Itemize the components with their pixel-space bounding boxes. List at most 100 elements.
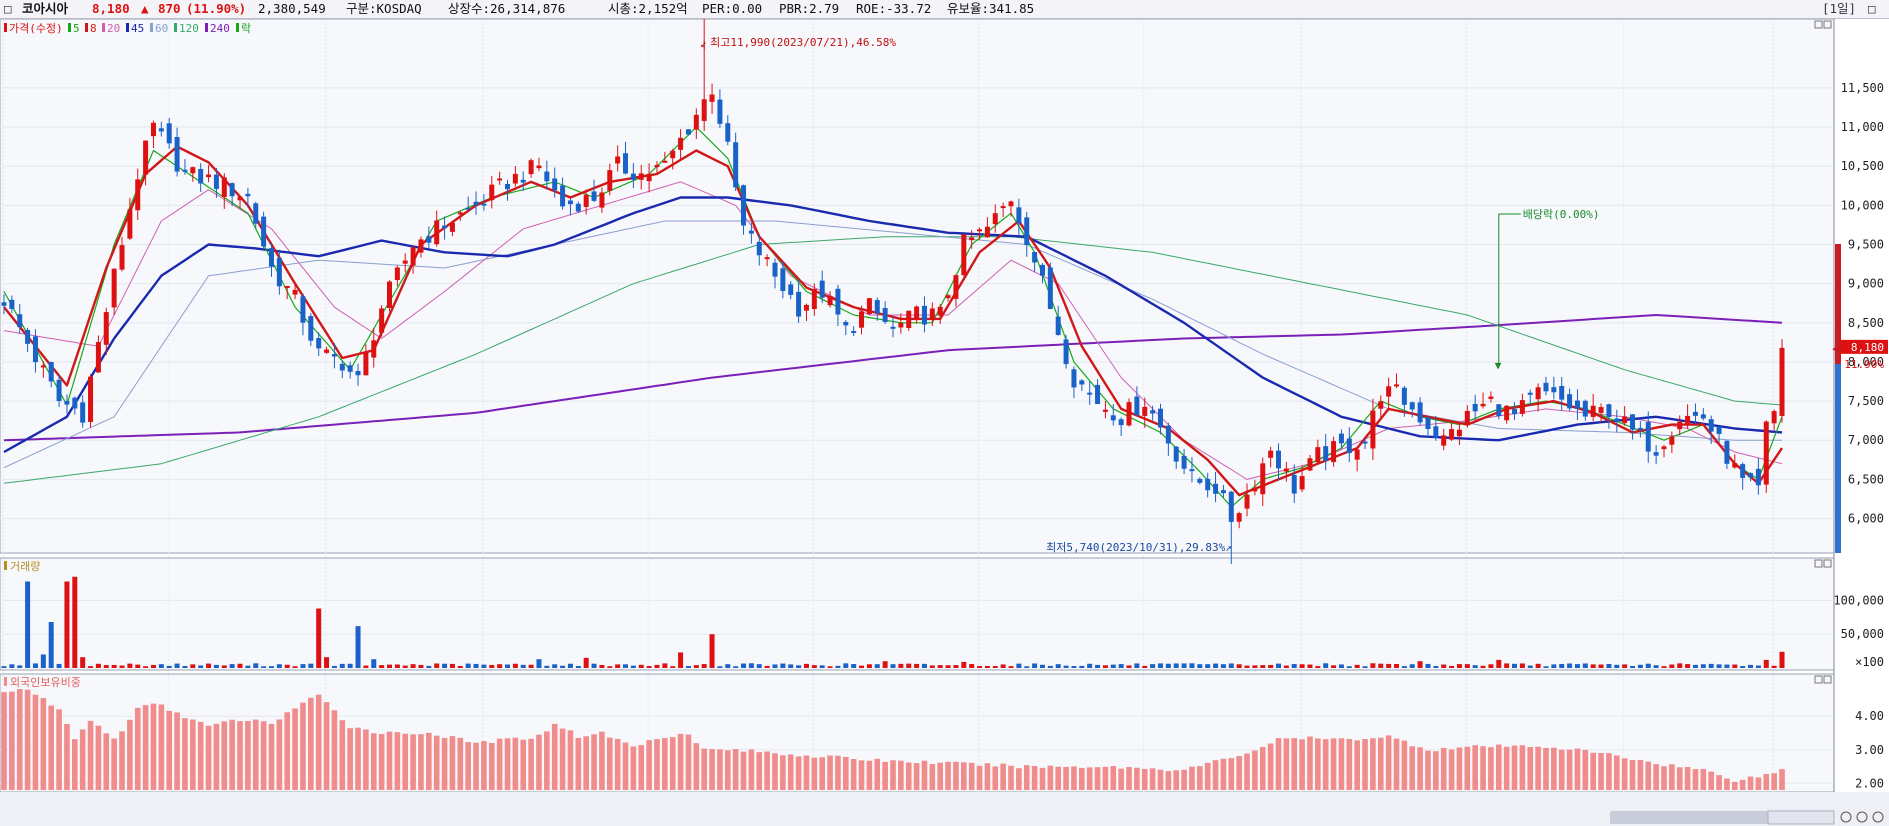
candle-body xyxy=(654,165,660,168)
candle-body xyxy=(261,216,267,247)
foreign-ratio-bar xyxy=(32,694,39,790)
foreign-ratio-bar xyxy=(1173,770,1180,790)
foreign-ratio-bar xyxy=(874,758,881,790)
candle-body xyxy=(748,230,754,234)
candle-body xyxy=(544,171,550,182)
volume-panel-close-icon[interactable] xyxy=(1823,559,1832,568)
candle-body xyxy=(418,239,424,253)
foreign-ratio-bar xyxy=(1102,766,1109,790)
foreign-ratio-bar xyxy=(378,734,385,790)
foreign-ratio-bar xyxy=(756,752,763,790)
candle-body xyxy=(347,365,353,372)
candle-body xyxy=(1283,468,1289,472)
price-tick-label: 8,000 xyxy=(1848,355,1884,369)
volume-bar xyxy=(630,665,636,668)
candle-body xyxy=(245,193,251,197)
volume-bar xyxy=(1102,665,1108,668)
foreign-ratio-bar xyxy=(1637,759,1644,790)
volume-bar xyxy=(662,663,668,668)
volume-bar xyxy=(575,666,581,668)
candle-body xyxy=(1362,441,1368,444)
candle-body xyxy=(1716,426,1722,434)
candle-body xyxy=(127,209,133,239)
candle-body xyxy=(827,296,833,306)
candle-body xyxy=(1441,435,1447,446)
candle-body xyxy=(1299,476,1305,490)
volume-bar xyxy=(1488,664,1494,668)
foreign-ratio-bar xyxy=(1503,746,1510,790)
foreign-ratio-bar xyxy=(544,731,550,790)
volume-bar xyxy=(64,581,70,668)
scrollbar-thumb[interactable] xyxy=(1610,811,1770,824)
candle-body xyxy=(583,194,589,207)
foreign-ratio-bar xyxy=(1684,767,1691,790)
candle-body xyxy=(1645,421,1651,452)
candle-body xyxy=(158,128,164,132)
foreign-ratio-bar xyxy=(1023,765,1030,790)
zoom-reset-icon[interactable] xyxy=(1872,811,1884,823)
foreign-ratio-bar xyxy=(190,719,196,790)
volume-bar xyxy=(1622,664,1628,668)
candle-body xyxy=(615,156,621,164)
zoom-slider[interactable] xyxy=(1767,810,1835,825)
volume-bar xyxy=(772,664,778,668)
foreign-panel-minimize-icon[interactable] xyxy=(1814,675,1823,684)
period-selector[interactable]: [1일] xyxy=(1822,1,1857,16)
volume-title: 거래량 xyxy=(10,560,40,573)
volume-bar xyxy=(1244,665,1250,668)
candle-body xyxy=(237,196,243,201)
volume-bar xyxy=(1370,663,1376,668)
volume-bar xyxy=(434,663,440,668)
foreign-ratio-bar xyxy=(16,689,23,790)
candle-body xyxy=(1071,369,1077,388)
candle-body xyxy=(638,173,644,180)
candle-body xyxy=(32,336,38,363)
candle-body xyxy=(1456,429,1462,437)
price-tick-label: 7,500 xyxy=(1848,394,1884,408)
foreign-ratio-bar xyxy=(961,762,967,790)
candle-body xyxy=(772,262,778,277)
collapse-box-icon[interactable]: □ xyxy=(4,1,12,16)
last-price-label: 8,180 xyxy=(1851,341,1884,354)
candle-body xyxy=(1567,394,1573,409)
price-panel-close-icon[interactable] xyxy=(1823,20,1832,29)
volume-panel-minimize-icon[interactable] xyxy=(1814,559,1823,568)
volume-bar xyxy=(1637,664,1643,668)
volume-bar xyxy=(143,666,149,668)
candle-body xyxy=(1598,407,1604,413)
zoom-in-icon[interactable] xyxy=(1856,811,1868,823)
zoom-out-icon[interactable] xyxy=(1840,811,1852,823)
window-box-icon[interactable]: □ xyxy=(1868,1,1876,16)
foreign-ratio-bar xyxy=(1606,753,1612,790)
candle-body xyxy=(457,212,463,215)
foreign-ratio-bar xyxy=(780,755,786,790)
volume-bar xyxy=(788,664,794,668)
foreign-ratio-bar xyxy=(1566,749,1573,790)
foreign-ratio-bar xyxy=(1629,759,1636,790)
candle-body xyxy=(339,363,345,371)
volume-bar xyxy=(174,663,180,668)
chart-annotations: ↙ 최고11,990(2023/07/21),46.58% 최저5,740(2023… xyxy=(700,36,1888,554)
foreign-ratio-bar xyxy=(709,749,715,790)
foreign-ratio-bar xyxy=(1448,749,1455,790)
foreign-ratio-bar xyxy=(245,720,251,790)
foreign-ratio-bar xyxy=(1094,767,1101,790)
candle-body xyxy=(1409,402,1415,410)
price-panel-minimize-icon[interactable] xyxy=(1814,20,1823,29)
candle-body xyxy=(119,245,125,270)
current-price: 8,180 xyxy=(92,1,130,16)
foreign-ratio-bar xyxy=(119,731,125,790)
foreign-ratio-bar xyxy=(937,762,944,790)
volume-bar xyxy=(347,663,353,668)
candle-body xyxy=(811,288,817,310)
volume-bar xyxy=(1653,665,1659,668)
foreign-ratio-bar xyxy=(166,710,173,790)
candle-body xyxy=(560,185,566,207)
foreign-ratio-bar xyxy=(858,760,865,790)
foreign-panel-close-icon[interactable] xyxy=(1823,675,1832,684)
foreign-ratio-bar xyxy=(1189,766,1195,790)
volume-bar xyxy=(1519,663,1525,668)
candle-body xyxy=(316,338,322,349)
candle-body xyxy=(591,191,597,201)
volume-bar xyxy=(520,664,526,668)
